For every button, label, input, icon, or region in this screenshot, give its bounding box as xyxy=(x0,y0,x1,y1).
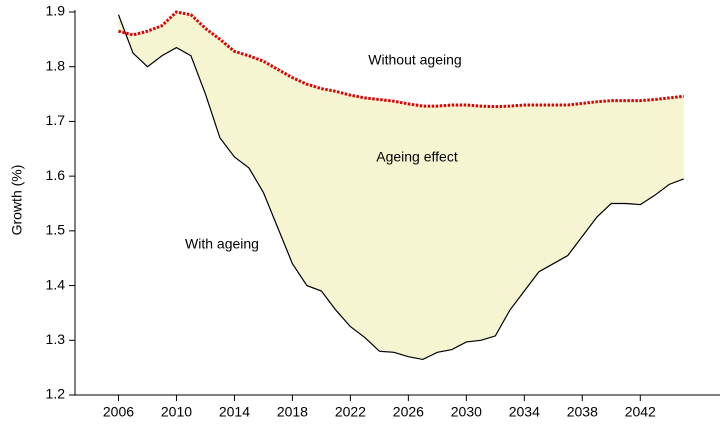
y-tick-label: 1.9 xyxy=(46,3,66,19)
annotation: Without ageing xyxy=(368,52,461,68)
y-tick-label: 1.3 xyxy=(46,331,66,347)
x-tick-label: 2026 xyxy=(393,404,424,420)
annotation: Ageing effect xyxy=(376,149,458,165)
x-tick-label: 2014 xyxy=(219,404,250,420)
x-tick-label: 2030 xyxy=(451,404,482,420)
x-tick-label: 2042 xyxy=(625,404,656,420)
x-tick-label: 2022 xyxy=(335,404,366,420)
x-tick-label: 2010 xyxy=(161,404,192,420)
y-tick-label: 1.4 xyxy=(46,276,66,292)
y-tick-label: 1.6 xyxy=(46,167,66,183)
x-tick-label: 2038 xyxy=(567,404,598,420)
y-axis-label: Growth (%) xyxy=(9,165,25,236)
y-tick-label: 1.8 xyxy=(46,57,66,73)
y-tick-label: 1.2 xyxy=(46,386,66,402)
x-tick-label: 2034 xyxy=(509,404,540,420)
y-tick-label: 1.5 xyxy=(46,222,66,238)
annotation: With ageing xyxy=(185,236,259,252)
ageing-effect-area xyxy=(118,12,684,360)
y-tick-label: 1.7 xyxy=(46,112,66,128)
series-line xyxy=(117,14,684,361)
series-line xyxy=(118,10,684,109)
x-tick-label: 2006 xyxy=(103,404,134,420)
x-tick-label: 2018 xyxy=(277,404,308,420)
